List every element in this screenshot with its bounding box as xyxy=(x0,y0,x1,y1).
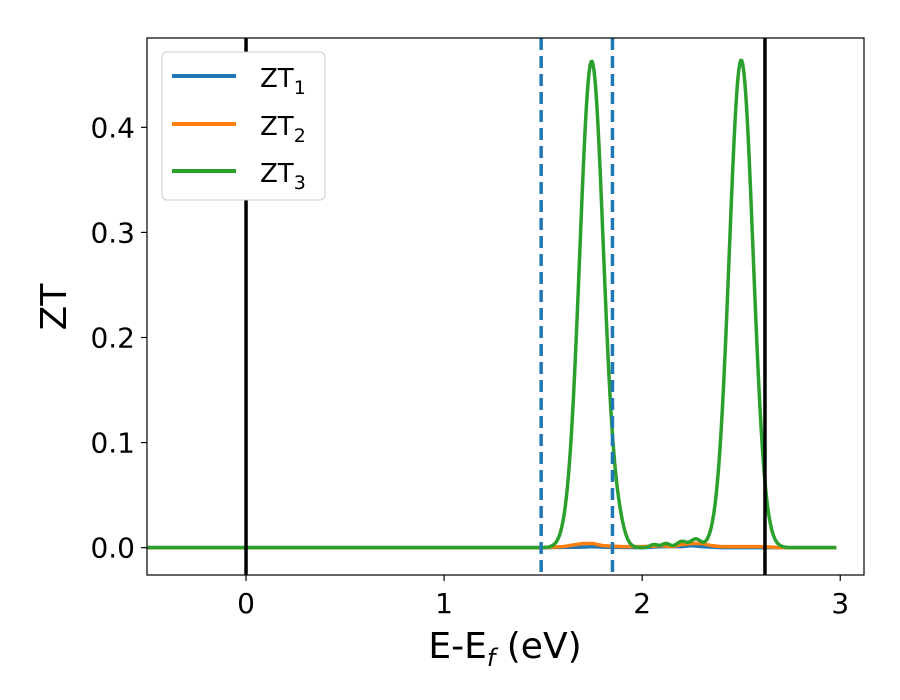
legend-label-zt3: ZT3 xyxy=(260,159,306,194)
x-tick-label: 3 xyxy=(831,587,849,620)
x-tick-label: 0 xyxy=(237,587,255,620)
y-axis-ticks: 0.0 0.1 0.2 0.3 0.4 xyxy=(90,111,147,565)
legend-label-zt1: ZT1 xyxy=(260,64,306,99)
y-tick-label: 0.3 xyxy=(90,216,135,249)
x-axis-title: E-Ef (eV) xyxy=(428,626,581,672)
x-tick-label: 2 xyxy=(633,587,651,620)
y-tick-label: 0.4 xyxy=(90,111,135,144)
x-axis-ticks: 0 1 2 3 xyxy=(237,575,849,620)
y-axis-title: ZT xyxy=(34,283,75,331)
y-tick-label: 0.0 xyxy=(90,532,135,565)
x-tick-label: 1 xyxy=(435,587,453,620)
legend-label-zt2: ZT2 xyxy=(260,112,306,147)
legend-box xyxy=(161,51,326,201)
y-tick-label: 0.2 xyxy=(90,322,135,355)
series-line-zt3 xyxy=(147,58,838,550)
legend: ZT1 ZT2 ZT3 xyxy=(161,51,326,201)
y-tick-label: 0.1 xyxy=(90,427,135,460)
axes-frame xyxy=(146,37,865,576)
